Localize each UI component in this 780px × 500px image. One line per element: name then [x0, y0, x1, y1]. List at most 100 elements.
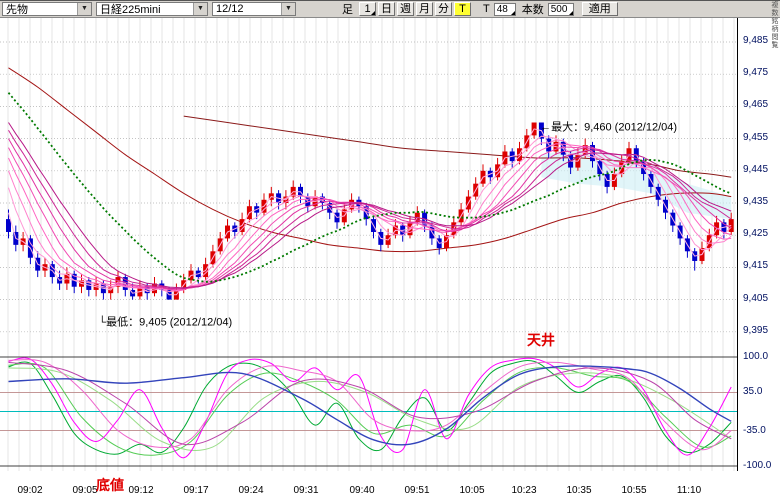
long-ma-100-line: [8, 67, 732, 253]
time-tick-label: 09:40: [349, 485, 375, 496]
max-price-annotation: ←最大：9,460 (2012/12/04): [540, 120, 677, 134]
price-tick-label: 9,425: [743, 228, 769, 240]
time-tick-label: 10:55: [621, 485, 647, 496]
symbol-value: 日経225mini: [100, 4, 161, 16]
chevron-down-icon[interactable]: ▼: [77, 3, 91, 15]
bar-count-label: 本数: [521, 4, 544, 16]
oscillator-chart[interactable]: [0, 348, 738, 472]
candle: [495, 157, 501, 181]
candle: [203, 257, 209, 281]
price-tick-label: 9,405: [743, 292, 769, 304]
period-button-daily[interactable]: 日: [378, 2, 395, 16]
instrument-type-select[interactable]: 先物 ▼: [2, 2, 92, 16]
period-button-monthly[interactable]: 月: [416, 2, 433, 16]
instrument-type-value: 先物: [6, 4, 28, 16]
main-price-chart[interactable]: ←最大：9,460 (2012/12/04) └最低：9,405 (2012/12…: [0, 18, 738, 349]
rci-magenta-mid-line: [8, 359, 732, 451]
apply-button[interactable]: 適用: [581, 2, 618, 16]
candle: [699, 241, 705, 265]
candle: [334, 209, 340, 229]
chevron-down-icon[interactable]: ▼: [193, 3, 207, 15]
candle: [677, 222, 683, 245]
long-ma-200-line: [183, 115, 732, 178]
candle: [670, 209, 676, 232]
pink-ma-line: [8, 128, 732, 296]
time-tick-label: 09:12: [128, 485, 154, 496]
main-gridlines: [0, 18, 737, 348]
rci-magenta-long-line: [8, 361, 732, 446]
contract-month-value: 12/12: [216, 3, 244, 15]
chevron-down-icon[interactable]: ▼: [281, 3, 295, 15]
min-price-annotation: └最低：9,405 (2012/12/04): [98, 315, 232, 329]
price-tick-label: 9,475: [743, 67, 769, 79]
candle: [86, 277, 92, 297]
period-button-weekly[interactable]: 週: [397, 2, 414, 16]
green-dotted-ma-line: [7, 92, 732, 283]
candle: [71, 270, 77, 294]
candle: [473, 177, 479, 200]
candle: [378, 228, 384, 252]
candle: [626, 141, 632, 165]
time-tick-label: 10:23: [511, 485, 537, 496]
candle: [239, 212, 245, 236]
tick-count-input[interactable]: 48: [493, 2, 516, 16]
time-tick-label: 10:35: [566, 485, 592, 496]
oscillator-tick-label: -100.0: [743, 460, 772, 471]
candle: [225, 219, 230, 242]
tick-size-label: T: [483, 3, 490, 15]
oscillator-tick-label: -35.0: [743, 424, 766, 436]
candle: [451, 215, 457, 239]
candle: [232, 222, 238, 239]
time-tick-label: 09:24: [238, 485, 264, 496]
time-tick-label: 09:17: [183, 485, 209, 496]
price-tick-label: 9,415: [743, 260, 769, 272]
time-tick-label: 09:05: [72, 485, 98, 496]
cloud-band: [541, 148, 732, 220]
price-tick-label: 9,435: [743, 196, 769, 207]
price-tick-label: 9,395: [743, 324, 769, 336]
period-button-1min[interactable]: 1: [359, 2, 376, 16]
candle: [290, 180, 296, 200]
time-tick-label: 09:51: [404, 485, 430, 496]
pink-ma-line: [8, 145, 732, 291]
bar-type-label: 足: [342, 4, 353, 16]
price-tick-label: 9,455: [743, 131, 769, 143]
candle: [684, 235, 690, 258]
rci-green-mid-line: [8, 362, 732, 456]
price-tick-label: 9,465: [743, 99, 769, 111]
rci-blue-slow-line: [8, 365, 732, 446]
oscillator-tick-label: 100.0: [743, 351, 769, 362]
candle: [246, 199, 252, 223]
bar-count-input[interactable]: 500: [547, 2, 574, 16]
period-button-tick[interactable]: T: [454, 2, 471, 16]
price-tick-label: 9,485: [743, 35, 769, 46]
floor-signal-label: 底値: [96, 477, 124, 493]
candle: [217, 231, 223, 255]
candle: [436, 235, 442, 255]
candle: [254, 203, 260, 220]
pink-ma-line: [8, 139, 732, 293]
time-tick-label: 09:02: [17, 485, 43, 496]
oscillator-tick-label: 35.0: [743, 386, 763, 398]
pink-ma-line: [8, 122, 732, 289]
time-tick-label: 10:05: [459, 485, 485, 496]
candle: [458, 203, 464, 226]
time-tick-label: 11:10: [676, 485, 702, 496]
candle: [663, 196, 668, 220]
toolbar: 先物 ▼ 日経225mini ▼ 12/12 ▼ 足 1 日 週 月 分 T T…: [0, 0, 780, 18]
vertical-caption: 複数銘柄閲覧: [771, 1, 778, 49]
pink-ma-line: [8, 143, 732, 292]
ceiling-signal-label: 天井: [527, 332, 555, 348]
price-tick-label: 9,445: [743, 163, 769, 175]
period-button-minute[interactable]: 分: [435, 2, 452, 16]
price-axis: 9,485 9,475 9,465 9,455 9,445 9,435 9,425 9,415…: [738, 18, 780, 500]
time-tick-label: 09:31: [293, 485, 319, 496]
candle: [655, 183, 661, 207]
sub-gridlines: [0, 348, 737, 471]
rci-magenta-short-line: [8, 357, 732, 459]
time-axis: 09:02 09:05 09:12 09:17 09:24 09:31 09:40 09:51…: [0, 471, 738, 500]
ma-rainbow-layer: [7, 92, 732, 296]
contract-month-select[interactable]: 12/12 ▼: [212, 2, 296, 16]
symbol-select[interactable]: 日経225mini ▼: [96, 2, 208, 16]
